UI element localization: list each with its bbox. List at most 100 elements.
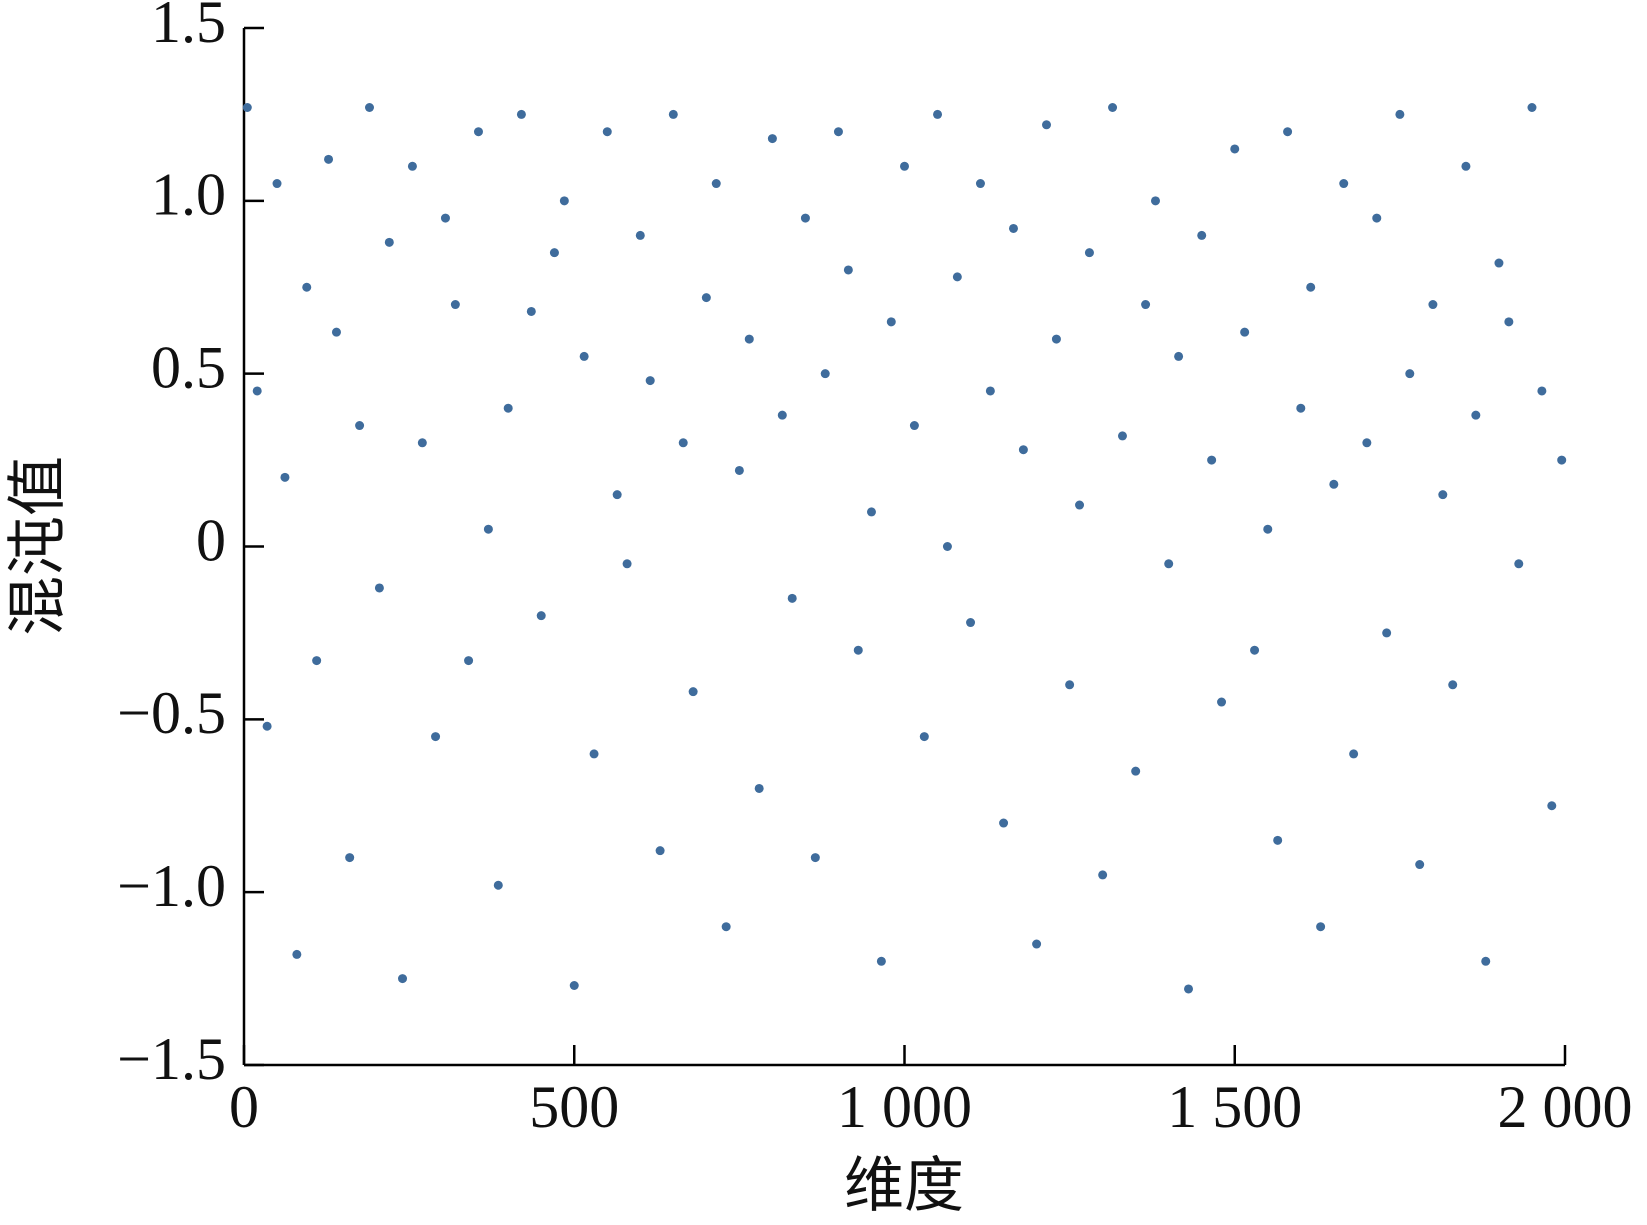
point xyxy=(355,421,365,431)
point xyxy=(1471,410,1481,420)
point xyxy=(602,127,612,137)
point xyxy=(655,846,665,856)
point xyxy=(777,410,787,420)
point xyxy=(440,213,450,223)
x-tick-label: 1 500 xyxy=(1167,1074,1302,1140)
point xyxy=(1240,327,1250,337)
point xyxy=(579,351,589,361)
point xyxy=(526,306,536,316)
point xyxy=(292,949,302,959)
point xyxy=(312,656,322,666)
point xyxy=(1184,984,1194,994)
point xyxy=(909,421,919,431)
point xyxy=(1428,300,1438,310)
point xyxy=(493,880,503,890)
point xyxy=(1461,161,1471,171)
point xyxy=(1230,144,1240,154)
point xyxy=(999,818,1009,828)
point xyxy=(1197,230,1207,240)
point xyxy=(1527,103,1537,113)
point xyxy=(398,974,408,984)
point xyxy=(1164,559,1174,569)
point xyxy=(966,618,976,628)
point xyxy=(886,317,896,327)
point xyxy=(549,248,559,258)
point xyxy=(668,109,678,119)
point xyxy=(1306,282,1316,292)
y-tick-label: −0.5 xyxy=(117,680,226,746)
point xyxy=(767,134,777,144)
x-tick-label: 1 000 xyxy=(837,1074,972,1140)
point xyxy=(569,980,579,990)
y-tick-label: 1.0 xyxy=(151,162,226,228)
point xyxy=(952,272,962,282)
point xyxy=(900,161,909,171)
point xyxy=(612,490,622,500)
y-tick-label: 1.5 xyxy=(151,0,226,55)
point xyxy=(701,293,711,303)
point xyxy=(1075,500,1085,510)
point xyxy=(1032,939,1042,949)
point xyxy=(985,386,995,396)
point xyxy=(810,853,820,863)
y-tick-label: 0.5 xyxy=(151,334,226,400)
point xyxy=(1481,956,1491,966)
point xyxy=(688,687,698,697)
x-axis-label: 维度 xyxy=(844,1153,964,1219)
x-tick-label: 500 xyxy=(529,1074,619,1140)
point xyxy=(1504,317,1514,327)
point xyxy=(876,956,886,966)
point xyxy=(1263,524,1273,534)
point xyxy=(252,386,262,396)
point xyxy=(1108,103,1118,113)
point xyxy=(262,721,272,731)
point xyxy=(407,161,417,171)
point xyxy=(1395,109,1405,119)
y-axis-label: 混沌值 xyxy=(5,456,71,636)
point xyxy=(503,403,513,413)
point xyxy=(1349,749,1359,759)
point xyxy=(1008,223,1018,233)
point xyxy=(1117,431,1127,441)
point xyxy=(866,507,876,517)
point xyxy=(536,611,546,621)
point xyxy=(1150,196,1160,206)
point xyxy=(1296,403,1306,413)
point xyxy=(833,127,843,137)
point xyxy=(1329,479,1339,489)
point xyxy=(331,327,341,337)
point xyxy=(559,196,569,206)
point xyxy=(843,265,853,275)
point xyxy=(302,282,312,292)
point xyxy=(280,472,290,482)
point xyxy=(942,542,952,551)
point xyxy=(1547,801,1557,811)
point xyxy=(1283,127,1293,137)
point xyxy=(1316,922,1326,932)
point xyxy=(1141,300,1151,310)
point xyxy=(1065,680,1075,690)
point xyxy=(975,179,985,189)
point xyxy=(1273,835,1283,845)
point xyxy=(711,179,721,189)
point xyxy=(272,179,282,189)
point xyxy=(242,103,252,113)
point xyxy=(744,334,754,344)
y-tick-label: −1.0 xyxy=(117,853,226,919)
x-tick-label: 2 000 xyxy=(1498,1074,1633,1140)
point xyxy=(1131,766,1141,776)
point xyxy=(1537,386,1547,396)
point xyxy=(635,230,645,240)
point xyxy=(1084,248,1094,258)
point xyxy=(431,732,441,742)
point xyxy=(1250,645,1260,655)
point xyxy=(678,438,688,448)
point xyxy=(483,524,493,534)
point xyxy=(1514,559,1524,569)
point xyxy=(516,109,526,119)
point xyxy=(1405,369,1415,379)
point xyxy=(1557,455,1567,465)
point xyxy=(787,593,797,603)
point xyxy=(1448,680,1458,690)
